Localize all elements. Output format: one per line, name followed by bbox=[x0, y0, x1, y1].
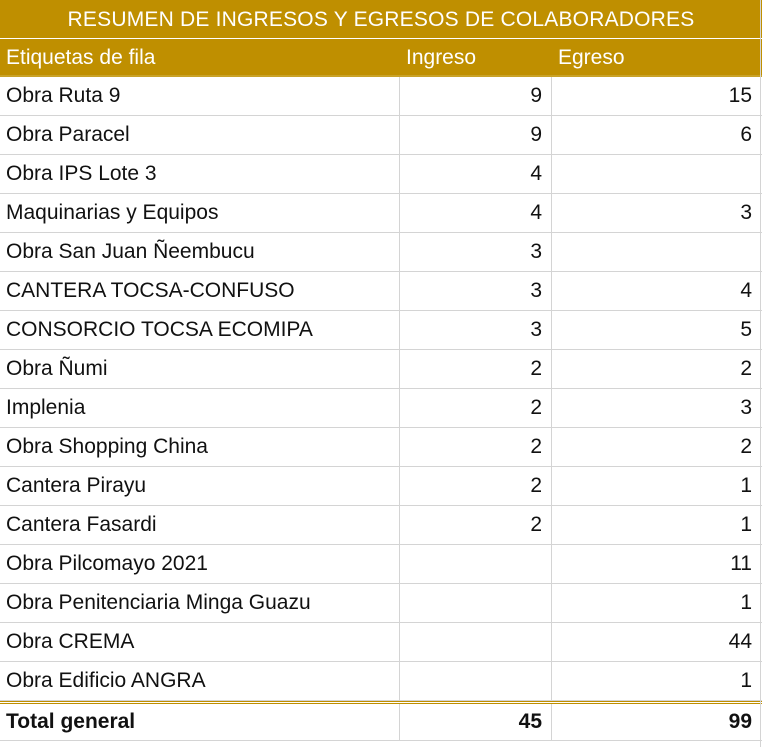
table-row: CONSORCIO TOCSA ECOMIPA 3 5 bbox=[0, 311, 762, 350]
row-label-cell[interactable]: Obra Pilcomayo 2021 bbox=[0, 545, 400, 583]
ingreso-cell[interactable]: 3 bbox=[400, 311, 552, 349]
egreso-cell[interactable]: 1 bbox=[740, 474, 752, 497]
egreso-cell[interactable]: 15 bbox=[728, 84, 752, 107]
egreso-cell[interactable]: 2 bbox=[740, 435, 752, 458]
egreso-cell[interactable]: 2 bbox=[740, 357, 752, 380]
ingreso-cell[interactable]: 3 bbox=[400, 272, 552, 310]
ingreso-cell[interactable]: 2 bbox=[400, 506, 552, 544]
total-label[interactable]: Total general bbox=[0, 704, 400, 740]
table-row: Obra San Juan Ñeembucu 3 bbox=[0, 233, 762, 272]
table-row: Obra Pilcomayo 2021 11 bbox=[0, 545, 762, 584]
table-row: Obra Edificio ANGRA 1 bbox=[0, 662, 762, 701]
row-label-cell[interactable]: Maquinarias y Equipos bbox=[0, 194, 400, 232]
egreso-cell[interactable] bbox=[552, 155, 760, 193]
ingreso-cell[interactable]: 2 bbox=[400, 467, 552, 505]
ingreso-cell[interactable]: 2 bbox=[400, 350, 552, 388]
table-row: CANTERA TOCSA-CONFUSO 3 4 bbox=[0, 272, 762, 311]
ingreso-cell[interactable]: 4 bbox=[400, 155, 552, 193]
table-body: Obra Ruta 9 9 15 Obra Paracel 9 6 Obra IPS Lot… bbox=[0, 77, 762, 701]
header-row-labels[interactable]: Etiquetas de fila bbox=[6, 46, 156, 69]
header-ingreso[interactable]: Ingreso bbox=[406, 46, 477, 69]
row-label-cell[interactable]: CONSORCIO TOCSA ECOMIPA bbox=[0, 311, 400, 349]
egreso-cell[interactable]: 11 bbox=[730, 552, 752, 575]
egreso-cell[interactable] bbox=[552, 233, 760, 271]
row-label-cell[interactable]: Obra San Juan Ñeembucu bbox=[0, 233, 400, 271]
row-label-cell[interactable]: Obra CREMA bbox=[0, 623, 400, 661]
total-egreso[interactable]: 99 bbox=[728, 710, 752, 733]
row-label-cell[interactable]: Obra Ruta 9 bbox=[0, 77, 400, 115]
ingreso-cell[interactable]: 3 bbox=[400, 233, 552, 271]
table-row: Obra Shopping China 2 2 bbox=[0, 428, 762, 467]
egreso-cell[interactable]: 5 bbox=[740, 318, 752, 341]
table-row: Cantera Pirayu 2 1 bbox=[0, 467, 762, 506]
total-row: Total general 45 99 bbox=[0, 701, 762, 741]
table-row: Obra CREMA 44 bbox=[0, 623, 762, 662]
egreso-cell[interactable]: 3 bbox=[740, 201, 752, 224]
row-label-cell[interactable]: Obra Edificio ANGRA bbox=[0, 662, 400, 700]
table-row: Obra Ruta 9 9 15 bbox=[0, 77, 762, 116]
ingreso-cell[interactable]: 4 bbox=[400, 194, 552, 232]
row-label-cell[interactable]: Obra Ñumi bbox=[0, 350, 400, 388]
egreso-cell[interactable]: 3 bbox=[740, 396, 752, 419]
row-label-cell[interactable]: Cantera Fasardi bbox=[0, 506, 400, 544]
egreso-cell[interactable]: 44 bbox=[728, 630, 752, 653]
table-title[interactable]: RESUMEN DE INGRESOS Y EGRESOS DE COLABOR… bbox=[0, 0, 762, 39]
ingreso-cell[interactable] bbox=[400, 545, 552, 583]
ingreso-cell[interactable] bbox=[400, 623, 552, 661]
table-row: Maquinarias y Equipos 4 3 bbox=[0, 194, 762, 233]
row-label-cell[interactable]: Obra Paracel bbox=[0, 116, 400, 154]
egreso-cell[interactable]: 1 bbox=[740, 669, 752, 692]
row-label-cell[interactable]: Obra IPS Lote 3 bbox=[0, 155, 400, 193]
row-label-cell[interactable]: Obra Shopping China bbox=[0, 428, 400, 466]
ingreso-cell[interactable]: 2 bbox=[400, 428, 552, 466]
egreso-cell[interactable]: 6 bbox=[740, 123, 752, 146]
ingreso-cell[interactable]: 9 bbox=[400, 77, 552, 115]
row-label-cell[interactable]: Cantera Pirayu bbox=[0, 467, 400, 505]
header-row: Etiquetas de fila Ingreso Egreso bbox=[0, 39, 762, 77]
ingreso-cell[interactable]: 2 bbox=[400, 389, 552, 427]
egreso-cell[interactable]: 1 bbox=[740, 513, 752, 536]
grid-right-edge bbox=[760, 0, 761, 747]
table-row: Cantera Fasardi 2 1 bbox=[0, 506, 762, 545]
header-egreso[interactable]: Egreso bbox=[558, 46, 625, 69]
row-label-cell[interactable]: Obra Penitenciaria Minga Guazu bbox=[0, 584, 400, 622]
ingreso-cell[interactable] bbox=[400, 584, 552, 622]
table-row: Obra Paracel 9 6 bbox=[0, 116, 762, 155]
total-ingreso[interactable]: 45 bbox=[400, 704, 552, 740]
egreso-cell[interactable]: 1 bbox=[740, 591, 752, 614]
ingreso-cell[interactable] bbox=[400, 662, 552, 700]
table-row: Implenia 2 3 bbox=[0, 389, 762, 428]
row-label-cell[interactable]: Implenia bbox=[0, 389, 400, 427]
ingreso-cell[interactable]: 9 bbox=[400, 116, 552, 154]
egreso-cell[interactable]: 4 bbox=[740, 279, 752, 302]
row-label-cell[interactable]: CANTERA TOCSA-CONFUSO bbox=[0, 272, 400, 310]
table-row: Obra Ñumi 2 2 bbox=[0, 350, 762, 389]
table-row: Obra Penitenciaria Minga Guazu 1 bbox=[0, 584, 762, 623]
